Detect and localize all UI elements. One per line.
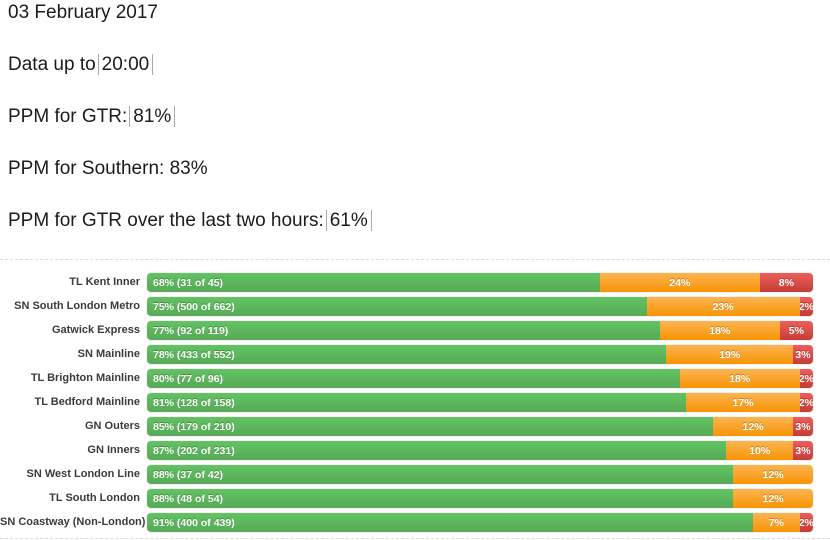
stacked-bar: 81% (128 of 158) 17% 2% <box>147 393 813 412</box>
route-label: SN Coastway (Non-London) <box>0 516 146 528</box>
chart-row: SN South London Metro 75% (500 of 662) 2… <box>0 297 830 316</box>
bar-segment-on-time: 88% (48 of 54) <box>147 489 734 508</box>
ppm-gtr-two-hours-line: PPM for GTR over the last two hours: 61% <box>8 210 372 231</box>
stacked-bar: 88% (48 of 54) 12% <box>147 489 813 508</box>
route-label: TL South London <box>49 492 140 504</box>
bar-segment-late: 18% <box>679 369 800 388</box>
route-label: SN South London Metro <box>14 300 140 312</box>
chart-row: GN Inners 87% (202 of 231) 10% 3% <box>0 441 830 460</box>
route-label: SN West London Line <box>26 468 140 480</box>
bar-segment-very-late: 2% <box>799 369 813 388</box>
bar-segment-very-late: 2% <box>799 513 813 532</box>
stacked-bar: 88% (37 of 42) 12% <box>147 465 813 484</box>
chart-row: Gatwick Express 77% (92 of 119) 18% 5% <box>0 321 830 340</box>
route-label: SN Mainline <box>77 348 140 360</box>
data-up-to-line: Data up to 20:00 <box>8 54 372 75</box>
bar-segment-late: 18% <box>659 321 780 340</box>
bar-segment-on-time: 88% (37 of 42) <box>147 465 734 484</box>
bar-segment-late: 12% <box>733 489 813 508</box>
bar-segment-very-late: 8% <box>759 273 813 292</box>
bar-segment-late: 23% <box>646 297 800 316</box>
data-up-to-value: 20:00 <box>97 54 154 75</box>
bar-segment-on-time: 91% (400 of 439) <box>147 513 754 532</box>
chart-row: TL Kent Inner 68% (31 of 45) 24% 8% <box>0 273 830 292</box>
chart-row: SN West London Line 88% (37 of 42) 12% <box>0 465 830 484</box>
bar-segment-late: 24% <box>599 273 760 292</box>
ppm-gtr-line: PPM for GTR: 81% <box>8 106 372 127</box>
chart-row: TL Bedford Mainline 81% (128 of 158) 17%… <box>0 393 830 412</box>
data-up-to-label: Data up to <box>8 54 96 75</box>
route-label: GN Outers <box>84 420 140 432</box>
route-label: TL Brighton Mainline <box>30 372 140 384</box>
route-label: GN Inners <box>87 444 140 456</box>
bar-segment-very-late: 5% <box>779 321 813 340</box>
ppm-gtr-label: PPM for GTR: <box>8 106 128 127</box>
route-label: TL Bedford Mainline <box>34 396 140 408</box>
bar-segment-late: 7% <box>753 513 800 532</box>
ppm-gtr-two-hours-label: PPM for GTR over the last two hours: <box>8 210 324 231</box>
ppm-southern-line: PPM for Southern: 83% <box>8 158 208 179</box>
bar-segment-on-time: 81% (128 of 158) <box>147 393 687 412</box>
bar-segment-very-late: 2% <box>799 393 813 412</box>
bar-segment-very-late: 3% <box>793 417 813 436</box>
bar-segment-late: 12% <box>713 417 793 436</box>
stacked-bar: 85% (179 of 210) 12% 3% <box>147 417 813 436</box>
ppm-gtr-value: 81% <box>129 106 176 127</box>
stacked-bar: 91% (400 of 439) 7% 2% <box>147 513 813 532</box>
ppm-gtr-two-hours-value: 61% <box>325 210 372 231</box>
bar-segment-very-late: 3% <box>793 441 813 460</box>
bar-segment-late: 12% <box>733 465 813 484</box>
chart-row: TL South London 88% (48 of 54) 12% <box>0 489 830 508</box>
bar-segment-on-time: 75% (500 of 662) <box>147 297 647 316</box>
stacked-bar: 80% (77 of 96) 18% 2% <box>147 369 813 388</box>
stacked-bar: 87% (202 of 231) 10% 3% <box>147 441 813 460</box>
bar-segment-late: 17% <box>686 393 800 412</box>
bar-segment-very-late: 3% <box>793 345 813 364</box>
chart-row: SN Coastway (Non-London) 91% (400 of 439… <box>0 513 830 532</box>
bar-segment-late: 10% <box>726 441 793 460</box>
summary-text-block: 03 February 2017 Data up to 20:00 PPM for… <box>8 2 372 262</box>
bar-segment-late: 19% <box>666 345 793 364</box>
stacked-bar: 75% (500 of 662) 23% 2% <box>147 297 813 316</box>
route-label: TL Kent Inner <box>69 276 140 288</box>
bar-segment-on-time: 80% (77 of 96) <box>147 369 680 388</box>
bar-segment-very-late: 2% <box>799 297 813 316</box>
bar-segment-on-time: 85% (179 of 210) <box>147 417 714 436</box>
route-label: Gatwick Express <box>51 324 140 336</box>
bar-segment-on-time: 87% (202 of 231) <box>147 441 727 460</box>
bar-segment-on-time: 78% (433 of 552) <box>147 345 667 364</box>
stacked-bar: 78% (433 of 552) 19% 3% <box>147 345 813 364</box>
chart-row: SN Mainline 78% (433 of 552) 19% 3% <box>0 345 830 364</box>
bar-segment-on-time: 77% (92 of 119) <box>147 321 660 340</box>
stacked-bar: 77% (92 of 119) 18% 5% <box>147 321 813 340</box>
chart-row: GN Outers 85% (179 of 210) 12% 3% <box>0 417 830 436</box>
report-date: 03 February 2017 <box>8 2 158 23</box>
stacked-bar: 68% (31 of 45) 24% 8% <box>147 273 813 292</box>
ppm-stacked-bar-chart: TL Kent Inner 68% (31 of 45) 24% 8% SN S… <box>0 259 830 539</box>
chart-row: TL Brighton Mainline 80% (77 of 96) 18% … <box>0 369 830 388</box>
bar-segment-on-time: 68% (31 of 45) <box>147 273 600 292</box>
